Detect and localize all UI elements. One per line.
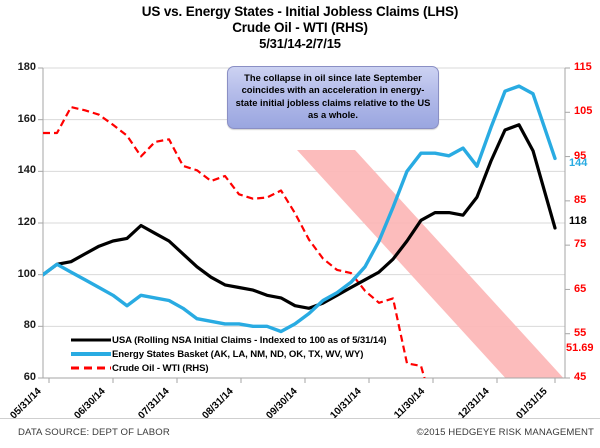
footer-divider [0, 418, 600, 419]
y-axis-label-160: 160 [17, 113, 36, 125]
page-title: US vs. Energy States - Initial Jobless C… [0, 4, 600, 52]
right-axis-ticks [565, 67, 570, 379]
footer-data-source: DATA SOURCE: DEPT OF LABOR [18, 427, 170, 438]
y-axis-label-180: 180 [17, 61, 36, 73]
y2-axis-label-115: 115 [574, 61, 592, 73]
legend-item-usa: USA (Rolling NSA Initial Claims - Indexe… [70, 333, 387, 347]
series-line-energy-states [43, 84, 557, 334]
legend-swatch-energy-states-icon [70, 348, 112, 360]
y-axis-label-120: 120 [17, 216, 36, 228]
title-line-1: US vs. Energy States - Initial Jobless C… [141, 4, 459, 19]
chart-legend: USA (Rolling NSA Initial Claims - Indexe… [70, 333, 387, 375]
series-group [43, 84, 557, 378]
title-line-3: 5/31/14-2/7/15 [259, 36, 341, 51]
endpoint-label-crude-oil: 51.69 [566, 342, 594, 354]
annotation-callout: The collapse in oil since late September… [227, 66, 439, 129]
y-axis-label-100: 100 [17, 268, 36, 280]
y-axis-label-80: 80 [23, 319, 36, 331]
y-axis-label-60: 60 [23, 371, 36, 383]
legend-swatch-crude-oil-icon [70, 362, 112, 374]
legend-swatch-usa-icon [70, 334, 112, 346]
y2-axis-label-105: 105 [574, 105, 593, 117]
y2-axis-label-55: 55 [574, 327, 587, 339]
x-axis-ticks [48, 378, 556, 383]
endpoint-label-energy-states: 144 [569, 157, 588, 169]
endpoint-label-usa: 118 [569, 215, 587, 227]
y2-axis-label-95: 95 [574, 150, 587, 162]
y2-axis-label-65: 65 [574, 283, 587, 295]
legend-item-crude-oil: Crude Oil - WTI (RHS) [70, 361, 386, 375]
y2-axis-label-85: 85 [574, 194, 587, 206]
legend-label-energy-states: Energy States Basket (AK, LA, NM, ND, OK… [112, 348, 364, 360]
legend-item-energy-states: Energy States Basket (AK, LA, NM, ND, OK… [70, 347, 386, 361]
series-line-usa [43, 123, 557, 310]
footer-copyright: ©2015 HEDGEYE RISK MANAGEMENT [416, 427, 594, 438]
left-axis-ticks [38, 67, 43, 379]
y2-axis-label-45: 45 [574, 371, 587, 383]
diagonal-highlight-band [297, 150, 564, 378]
title-line-2: Crude Oil - WTI (RHS) [232, 20, 368, 35]
y2-axis-label-75: 75 [574, 238, 587, 250]
y-axis-label-140: 140 [17, 164, 36, 176]
legend-label-crude-oil: Crude Oil - WTI (RHS) [112, 362, 209, 374]
legend-label-usa: USA (Rolling NSA Initial Claims - Indexe… [112, 334, 387, 346]
